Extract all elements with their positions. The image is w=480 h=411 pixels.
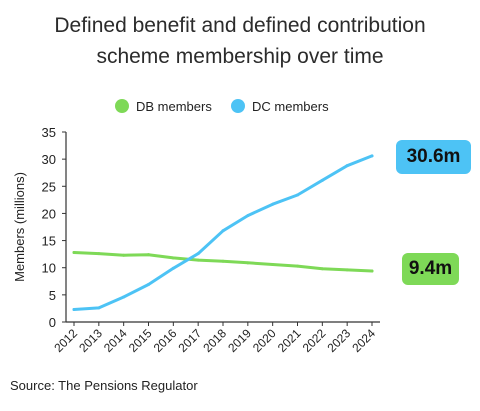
point-dc-members-2024 <box>370 154 374 158</box>
point-dc-members-2014 <box>122 295 126 299</box>
legend-label-dc-members: DC members <box>252 99 329 114</box>
point-dc-members-2015 <box>147 283 150 287</box>
y-axis-title: Members (millions) <box>12 172 27 282</box>
source-note: Source: The Pensions Regulator <box>10 378 198 393</box>
chart-title-line-1: Defined benefit and defined contribution <box>54 14 426 37</box>
y-tick-label-30: 30 <box>42 152 56 167</box>
point-db-members-2021 <box>296 264 299 268</box>
x-tick-label-2017: 2017 <box>176 326 205 355</box>
y-tick-label-20: 20 <box>42 206 56 221</box>
point-db-members-2024 <box>370 269 374 273</box>
point-dc-members-2018 <box>221 229 225 233</box>
point-db-members-2019 <box>246 261 250 265</box>
x-tick-label-2016: 2016 <box>151 326 180 355</box>
point-dc-members-2019 <box>246 214 250 218</box>
x-tick-label-2022: 2022 <box>300 326 329 355</box>
point-db-members-2016 <box>171 256 175 260</box>
point-db-members-2020 <box>271 262 275 266</box>
point-db-members-2015 <box>147 253 150 257</box>
y-tick-label-5: 5 <box>49 288 56 303</box>
point-db-members-2013 <box>97 252 101 256</box>
dc-value-badge: 30.6m <box>396 140 471 174</box>
series-line-dc-members <box>72 154 374 311</box>
y-tick-label-10: 10 <box>42 261 56 276</box>
x-tick-label-2023: 2023 <box>325 326 354 355</box>
point-db-members-2018 <box>221 259 225 263</box>
x-tick-label-2014: 2014 <box>101 326 130 355</box>
point-db-members-2012 <box>72 251 76 255</box>
point-dc-members-2023 <box>345 164 349 168</box>
legend-label-db-members: DB members <box>136 99 212 114</box>
y-tick-label-35: 35 <box>42 125 56 140</box>
point-db-members-2014 <box>122 253 126 257</box>
x-tick-label-2020: 2020 <box>250 326 279 355</box>
y-tick-label-25: 25 <box>42 179 56 194</box>
point-dc-members-2013 <box>97 306 101 310</box>
x-tick-label-2013: 2013 <box>76 326 105 355</box>
point-db-members-2017 <box>196 258 200 262</box>
y-tick-label-15: 15 <box>42 234 56 249</box>
point-dc-members-2020 <box>271 202 275 206</box>
legend-marker-dc-members <box>231 99 245 113</box>
y-tick-label-0: 0 <box>49 315 56 330</box>
x-tick-label-2021: 2021 <box>275 326 304 355</box>
x-tick-label-2018: 2018 <box>200 326 229 355</box>
point-db-members-2023 <box>345 268 349 272</box>
legend-marker-db-members <box>115 99 129 113</box>
db-value-badge: 9.4m <box>402 253 459 285</box>
x-tick-label-2024: 2024 <box>349 326 378 355</box>
x-tick-label-2015: 2015 <box>126 326 155 355</box>
x-tick-label-2012: 2012 <box>51 326 80 355</box>
point-dc-members-2021 <box>296 193 299 197</box>
point-dc-members-2012 <box>72 308 76 312</box>
point-dc-members-2016 <box>171 266 175 270</box>
chart-title-line-2: scheme membership over time <box>96 45 384 68</box>
x-tick-label-2019: 2019 <box>225 326 254 355</box>
point-dc-members-2022 <box>320 178 324 182</box>
chart-title: Defined benefit and defined contribution… <box>0 10 480 72</box>
point-db-members-2022 <box>320 267 324 271</box>
point-dc-members-2017 <box>196 252 200 256</box>
